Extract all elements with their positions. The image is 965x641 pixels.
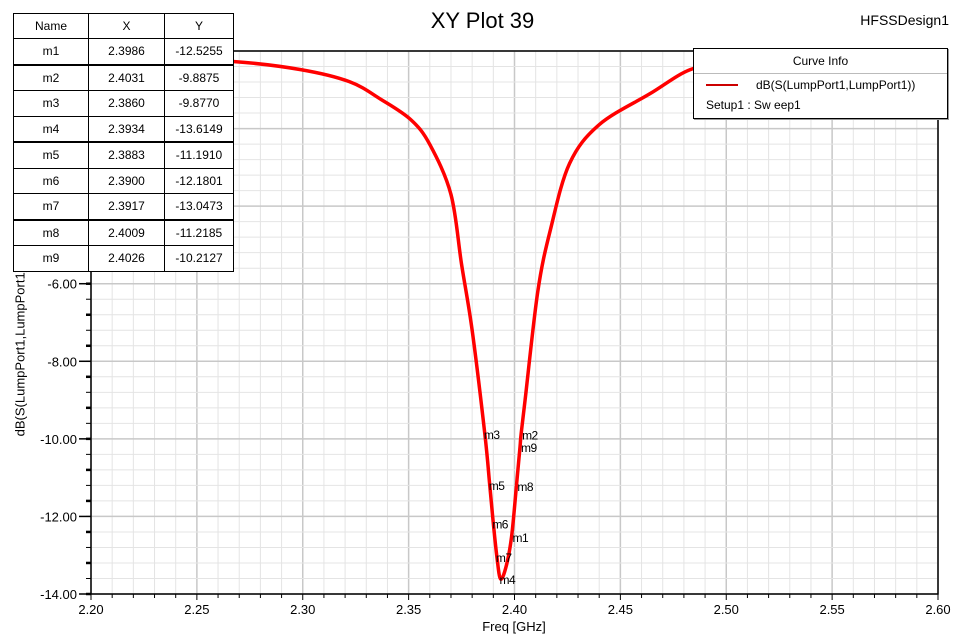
- svg-text:m1: m1: [513, 531, 529, 545]
- column-header-x: X: [88, 13, 165, 39]
- marker-y: -12.5255: [164, 38, 234, 65]
- marker-name: m6: [13, 167, 89, 194]
- marker-x: 2.3934: [88, 115, 165, 143]
- marker-table[interactable]: Name X Y m1 2.3986 -12.5255 m2 2.4031 -9.887…: [13, 13, 234, 272]
- marker-name: m7: [13, 193, 89, 220]
- legend-header: Curve Info: [694, 49, 947, 74]
- marker-name: m2: [13, 63, 89, 91]
- marker-x: 2.4031: [88, 63, 165, 91]
- chart-title: XY Plot 39: [430, 8, 535, 33]
- svg-text:2.40: 2.40: [502, 602, 527, 617]
- marker-y: -12.1801: [164, 167, 234, 194]
- svg-text:2.20: 2.20: [78, 602, 103, 617]
- table-row[interactable]: m4 2.3934 -13.6149: [13, 115, 234, 143]
- table-row[interactable]: m3 2.3860 -9.8770: [13, 90, 234, 117]
- table-row[interactable]: m1 2.3986 -12.5255: [13, 38, 234, 65]
- marker-y: -11.2185: [164, 218, 234, 246]
- marker-table-header: Name X Y: [13, 13, 234, 39]
- table-row[interactable]: m2 2.4031 -9.8875: [13, 63, 234, 91]
- svg-text:m9: m9: [521, 441, 537, 455]
- svg-text:-12.00: -12.00: [40, 509, 77, 524]
- svg-text:2.45: 2.45: [608, 602, 633, 617]
- svg-text:2.55: 2.55: [819, 602, 844, 617]
- legend-line-swatch-icon: [706, 84, 738, 86]
- marker-x: 2.3900: [88, 167, 165, 194]
- svg-text:-6.00: -6.00: [47, 277, 77, 292]
- x-axis-ticks: 2.20 2.25 2.30 2.35 2.40 2.45 2.50 2.55 2.60: [78, 594, 951, 617]
- table-row[interactable]: m8 2.4009 -11.2185: [13, 218, 234, 246]
- design-name: HFSSDesign1: [860, 12, 949, 28]
- svg-text:2.25: 2.25: [184, 602, 209, 617]
- legend-entry-setup: Setup1 : Sw eep1: [706, 98, 801, 112]
- marker-y: -9.8770: [164, 90, 234, 117]
- marker-x: 2.4026: [88, 245, 165, 272]
- svg-text:m4: m4: [500, 573, 516, 587]
- table-row[interactable]: m7 2.3917 -13.0473: [13, 193, 234, 220]
- marker-name: m9: [13, 245, 89, 272]
- svg-text:m3: m3: [484, 428, 500, 442]
- marker-y: -11.1910: [164, 141, 234, 169]
- column-header-name: Name: [13, 13, 89, 39]
- marker-name: m3: [13, 90, 89, 117]
- marker-name: m8: [13, 218, 89, 246]
- marker-x: 2.3860: [88, 90, 165, 117]
- marker-name: m4: [13, 115, 89, 143]
- svg-text:m8: m8: [517, 480, 533, 494]
- column-header-y: Y: [164, 13, 234, 39]
- marker-labels: m1 m2 m3 m4 m5 m6 m7 m8 m9: [484, 428, 539, 587]
- svg-text:m5: m5: [489, 479, 505, 493]
- curve-info-legend[interactable]: Curve Info dB(S(LumpPort1,LumpPort1)) Se…: [693, 48, 948, 119]
- svg-text:2.30: 2.30: [290, 602, 315, 617]
- svg-text:m7: m7: [496, 551, 512, 565]
- marker-x: 2.3986: [88, 38, 165, 65]
- marker-y: -9.8875: [164, 63, 234, 91]
- legend-entry[interactable]: dB(S(LumpPort1,LumpPort1)): [694, 74, 947, 96]
- svg-text:-14.00: -14.00: [40, 587, 77, 602]
- legend-entry-label: dB(S(LumpPort1,LumpPort1)): [756, 78, 916, 92]
- y-axis-label: dB(S(LumpPort1,LumpPort1)): [12, 263, 28, 437]
- marker-x: 2.3883: [88, 141, 165, 169]
- marker-y: -13.6149: [164, 115, 234, 143]
- s11-curve[interactable]: [90, 53, 939, 581]
- marker-x: 2.4009: [88, 218, 165, 246]
- svg-text:-8.00: -8.00: [47, 354, 77, 369]
- table-row[interactable]: m6 2.3900 -12.1801: [13, 167, 234, 194]
- svg-text:-10.00: -10.00: [40, 432, 77, 447]
- y-axis-label-container: dB(S(LumpPort1,LumpPort1)): [12, 264, 28, 437]
- table-row[interactable]: m9 2.4026 -10.2127: [13, 245, 234, 272]
- svg-text:2.35: 2.35: [396, 602, 421, 617]
- svg-text:m6: m6: [492, 517, 508, 531]
- marker-y: -13.0473: [164, 193, 234, 220]
- svg-text:2.60: 2.60: [925, 602, 950, 617]
- table-row[interactable]: m5 2.3883 -11.1910: [13, 141, 234, 169]
- marker-name: m1: [13, 38, 89, 65]
- marker-x: 2.3917: [88, 193, 165, 220]
- marker-y: -10.2127: [164, 245, 234, 272]
- svg-text:m2: m2: [522, 428, 538, 442]
- svg-text:2.50: 2.50: [714, 602, 739, 617]
- marker-name: m5: [13, 141, 89, 169]
- x-axis-label: Freq [GHz]: [482, 619, 546, 634]
